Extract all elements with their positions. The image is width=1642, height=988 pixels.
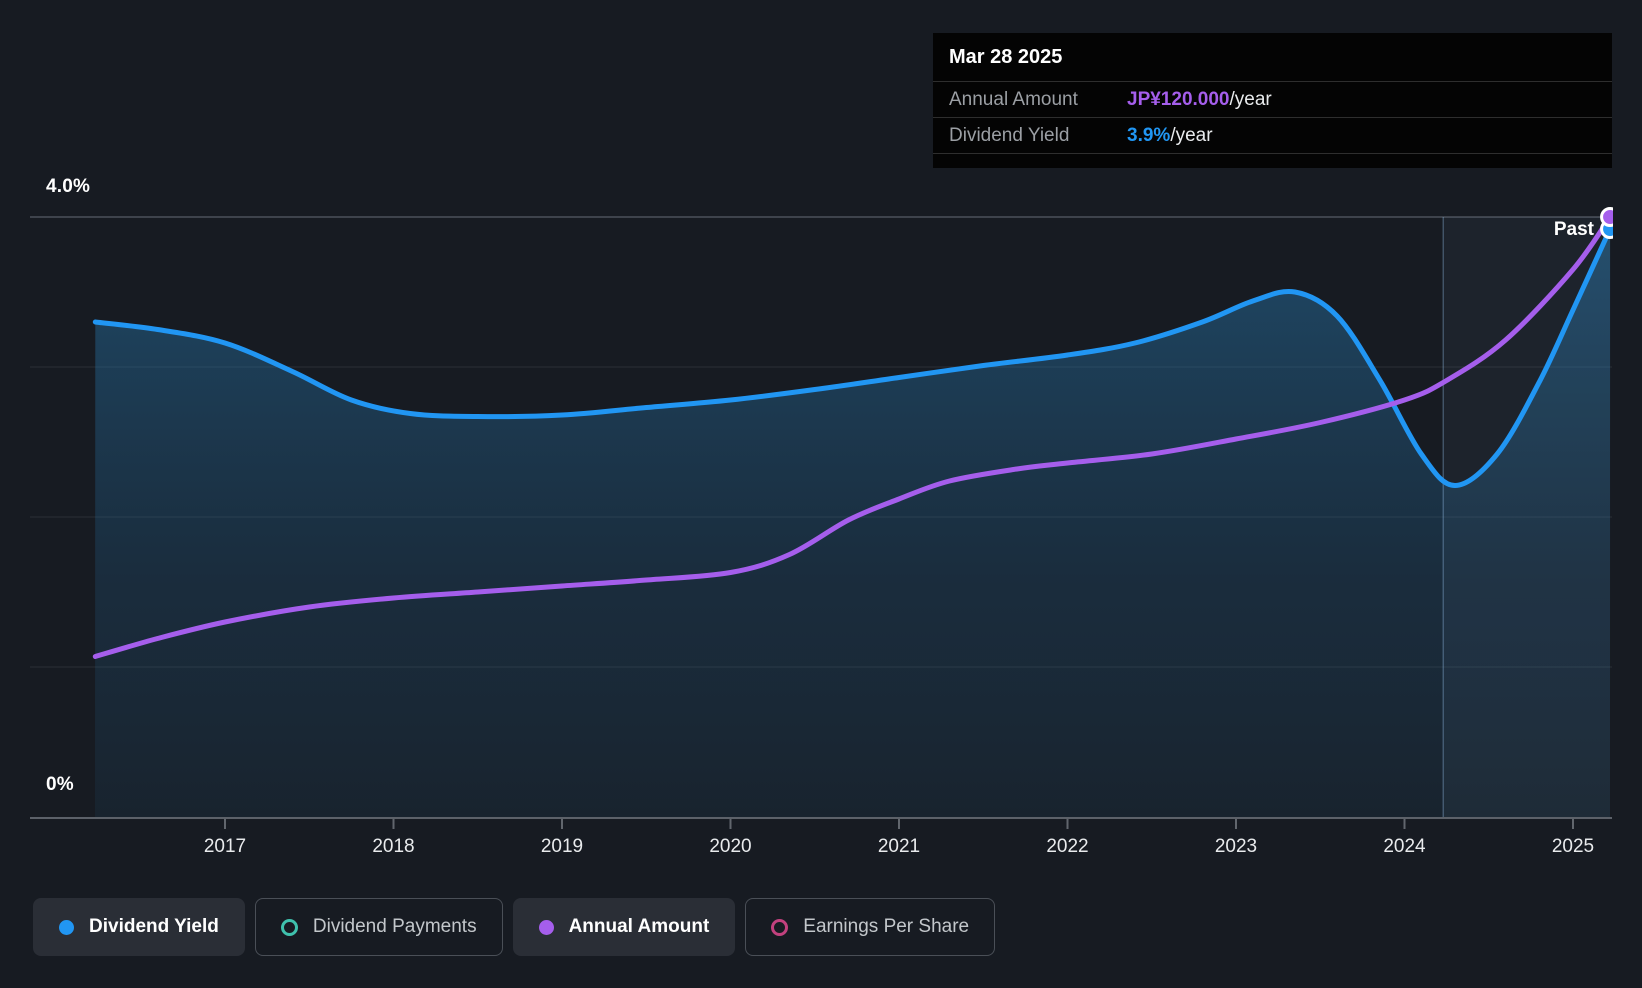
legend-label: Dividend Yield bbox=[89, 916, 219, 937]
tooltip-value: 3.9% bbox=[1127, 124, 1171, 146]
x-axis-label-2023: 2023 bbox=[1214, 836, 1258, 857]
legend-label: Dividend Payments bbox=[312, 916, 477, 937]
chart-legend: Dividend Yield Dividend Payments Annual … bbox=[33, 898, 996, 956]
x-axis-label-2019: 2019 bbox=[540, 836, 584, 857]
x-axis-label-2024: 2024 bbox=[1383, 836, 1426, 857]
tooltip-value: JP¥120.000 bbox=[1127, 88, 1230, 110]
annual-amount-line[interactable] bbox=[92, 214, 1613, 659]
dividend-yield-dot-icon bbox=[59, 919, 74, 935]
earnings-per-share-ring-icon bbox=[771, 918, 789, 936]
legend-toggle-annual-amount[interactable]: Annual Amount bbox=[512, 898, 736, 956]
legend-toggle-earnings-per-share[interactable]: Earnings Per Share bbox=[745, 898, 996, 956]
tooltip-value-suffix: /year bbox=[1229, 88, 1272, 110]
annual-amount-endpoint-marker bbox=[1600, 207, 1613, 227]
x-axis-label-2020: 2020 bbox=[709, 836, 752, 857]
tooltip-date: Mar 28 2025 bbox=[949, 46, 1063, 68]
legend-label: Annual Amount bbox=[568, 916, 710, 937]
x-axis-label-2021: 2021 bbox=[877, 836, 921, 857]
y-axis-label-0pct: 0% bbox=[46, 774, 74, 795]
endpoint-markers bbox=[1600, 207, 1613, 239]
legend-label: Earnings Per Share bbox=[803, 916, 970, 937]
tooltip-label: Dividend Yield bbox=[949, 124, 1070, 146]
x-axis-label-2018: 2018 bbox=[372, 836, 415, 857]
x-axis-label-2022: 2022 bbox=[1046, 836, 1089, 857]
x-axis-label-2025: 2025 bbox=[1551, 836, 1595, 857]
past-region-label: Past bbox=[1553, 219, 1594, 240]
annual-amount-dot-icon bbox=[538, 919, 554, 935]
tooltip-row-annual-amount: Annual Amount JP¥120.000/year bbox=[933, 81, 1612, 117]
tooltip-value-suffix: /year bbox=[1170, 124, 1213, 146]
chart-tooltip: Mar 28 2025 Annual Amount JP¥120.000/yea… bbox=[933, 33, 1612, 168]
legend-toggle-dividend-payments[interactable]: Dividend Payments bbox=[254, 898, 503, 956]
y-axis-label-4pct: 4.0% bbox=[46, 176, 91, 197]
tooltip-row-dividend-yield: Dividend Yield 3.9%/year bbox=[933, 117, 1612, 154]
x-axis-labels: 2017 2018 2019 2020 2021 2022 2023 2024 2025 bbox=[0, 836, 1642, 862]
legend-toggle-dividend-yield[interactable]: Dividend Yield bbox=[33, 898, 245, 956]
dividend-payments-ring-icon bbox=[280, 918, 298, 936]
x-axis-label-2017: 2017 bbox=[203, 836, 247, 857]
tooltip-label: Annual Amount bbox=[949, 88, 1078, 110]
dividend-yield-area-fill bbox=[95, 229, 1611, 818]
past-year-band bbox=[1443, 217, 1611, 818]
dividend-yield-line[interactable] bbox=[92, 226, 1613, 488]
